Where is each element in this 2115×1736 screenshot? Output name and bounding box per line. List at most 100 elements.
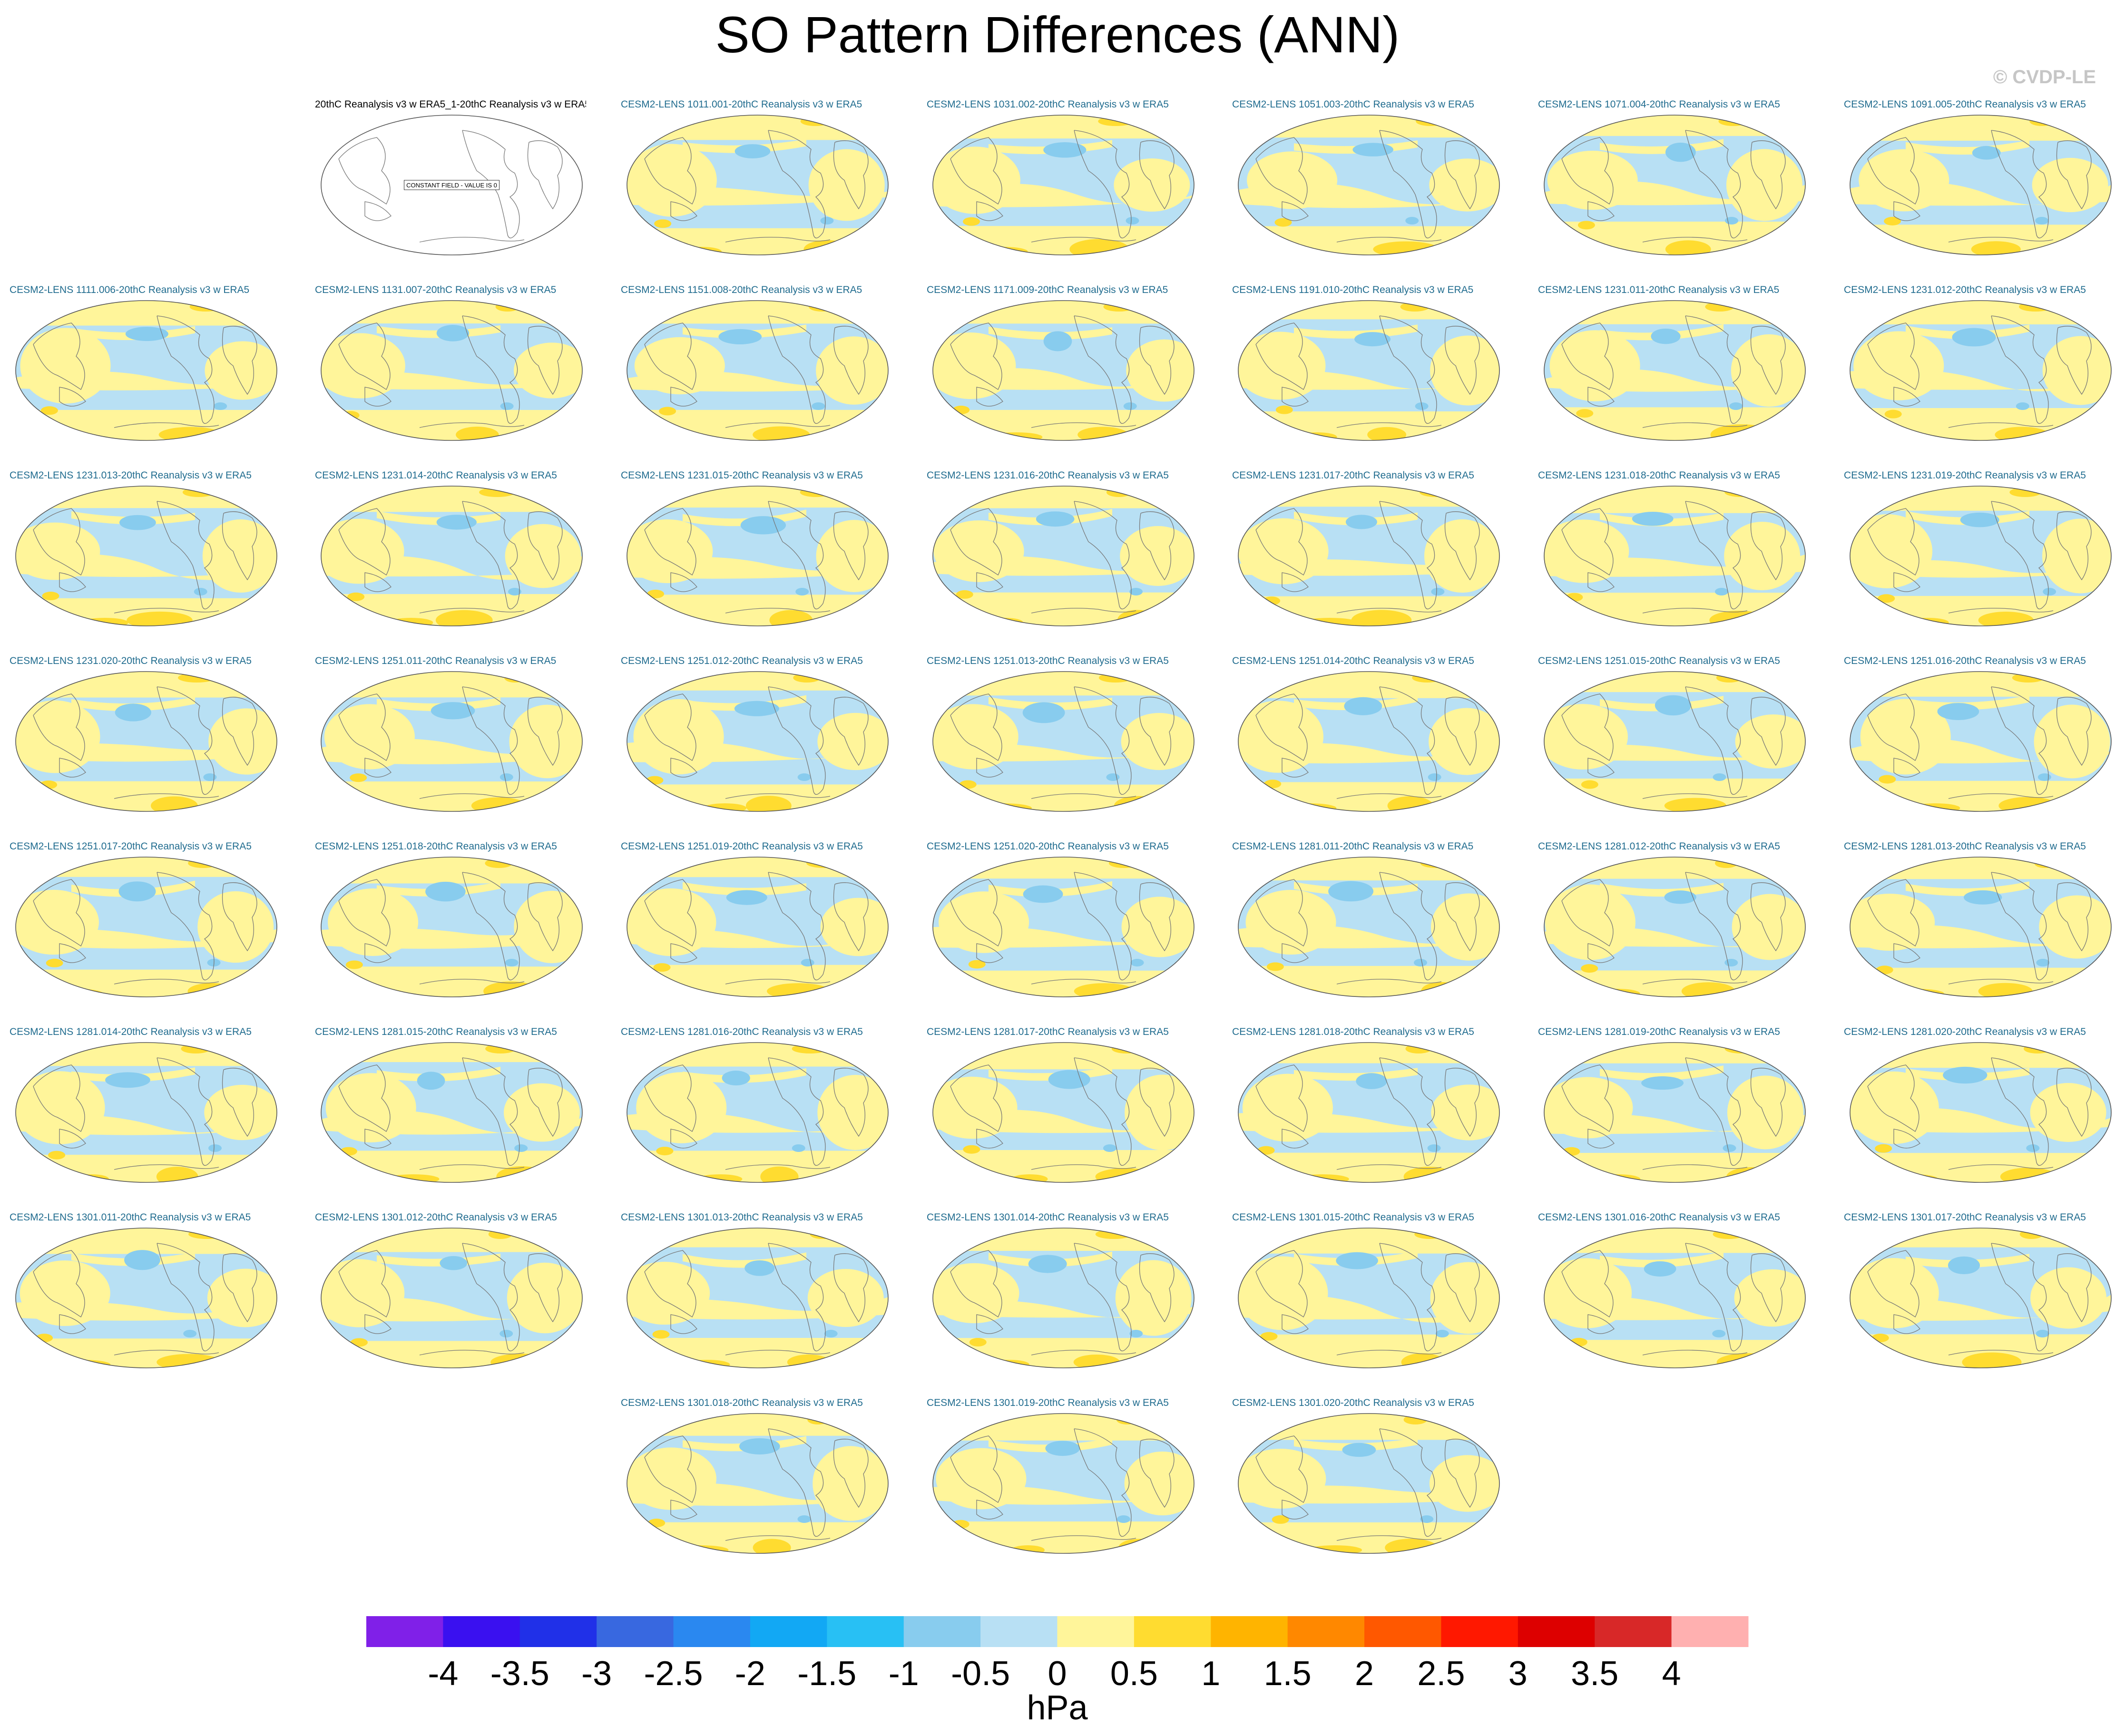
map-panel: CESM2-LENS 1231.020-20thC Reanalysis v3 … xyxy=(10,654,281,837)
colorbar-tick-label: 0 xyxy=(1048,1655,1067,1693)
map-panel: CESM2-LENS 1231.012-20thC Reanalysis v3 … xyxy=(1844,283,2115,466)
map-plot xyxy=(1850,486,2112,626)
map-plot xyxy=(627,1042,889,1183)
colorbar-tick-label: -3 xyxy=(581,1655,612,1693)
panel-title: CESM2-LENS 1301.013-20thC Reanalysis v3 … xyxy=(621,1212,863,1223)
map-plot xyxy=(1850,857,2112,997)
panel-title: CESM2-LENS 1011.001-20thC Reanalysis v3 … xyxy=(621,99,862,110)
map-plot xyxy=(1850,1228,2112,1368)
panel-title: CESM2-LENS 1281.020-20thC Reanalysis v3 … xyxy=(1844,1026,2086,1037)
map-plot xyxy=(1544,300,1806,441)
colorbar-swatch xyxy=(443,1616,520,1647)
map-panel: CESM2-LENS 1111.006-20thC Reanalysis v3 … xyxy=(10,283,281,466)
colorbar-tick-label: 3.5 xyxy=(1571,1655,1618,1693)
colorbar-swatch xyxy=(1287,1616,1365,1647)
map-plot xyxy=(1544,486,1806,626)
map-panel: CESM2-LENS 1301.018-20thC Reanalysis v3 … xyxy=(621,1396,892,1579)
map-plot xyxy=(932,486,1195,626)
map-plot xyxy=(1850,671,2112,812)
map-plot xyxy=(15,857,277,997)
panel-title: CESM2-LENS 1231.014-20thC Reanalysis v3 … xyxy=(315,470,557,481)
colorbar-tick-label: 1.5 xyxy=(1264,1655,1312,1693)
panel-title: CESM2-LENS 1231.011-20thC Reanalysis v3 … xyxy=(1538,284,1780,295)
constant-field-annotation: CONSTANT FIELD - VALUE IS 0 xyxy=(406,182,497,189)
map-panel: CESM2-LENS 1281.014-20thC Reanalysis v3 … xyxy=(10,1025,281,1208)
map-plot: CONSTANT FIELD - VALUE IS 0 xyxy=(321,115,583,255)
map-panel: CESM2-LENS 1231.018-20thC Reanalysis v3 … xyxy=(1538,468,1809,652)
colorbar-swatch xyxy=(1671,1616,1749,1647)
panel-title: CESM2-LENS 1301.019-20thC Reanalysis v3 … xyxy=(927,1397,1169,1408)
panel-title: CESM2-LENS 1251.020-20thC Reanalysis v3 … xyxy=(927,841,1169,852)
map-plot xyxy=(1238,671,1500,812)
panel-title: CESM2-LENS 1301.014-20thC Reanalysis v3 … xyxy=(927,1212,1169,1223)
map-panel: CESM2-LENS 1231.019-20thC Reanalysis v3 … xyxy=(1844,468,2115,652)
map-plot xyxy=(627,300,889,441)
map-panel: CESM2-LENS 1231.015-20thC Reanalysis v3 … xyxy=(621,468,892,652)
colorbar-tick-label: -1.5 xyxy=(797,1655,856,1693)
map-panel: CESM2-LENS 1231.011-20thC Reanalysis v3 … xyxy=(1538,283,1809,466)
colorbar-swatch xyxy=(903,1616,981,1647)
map-panel: CESM2-LENS 1051.003-20thC Reanalysis v3 … xyxy=(1232,98,1503,281)
map-plot xyxy=(627,857,889,997)
panel-title: CESM2-LENS 1301.016-20thC Reanalysis v3 … xyxy=(1538,1212,1780,1223)
reference-panel: 20thC Reanalysis v3 w ERA5_1-20thC Reana… xyxy=(315,98,586,281)
map-panel: CESM2-LENS 1251.018-20thC Reanalysis v3 … xyxy=(315,839,586,1023)
map-plot xyxy=(321,1228,583,1368)
map-panel: CESM2-LENS 1281.013-20thC Reanalysis v3 … xyxy=(1844,839,2115,1023)
panel-title: CESM2-LENS 1231.019-20thC Reanalysis v3 … xyxy=(1844,470,2086,481)
panel-title: CESM2-LENS 1301.011-20thC Reanalysis v3 … xyxy=(10,1212,251,1223)
colorbar-tick-label: -3.5 xyxy=(490,1655,549,1693)
map-panel: CESM2-LENS 1301.017-20thC Reanalysis v3 … xyxy=(1844,1210,2115,1394)
panel-title: CESM2-LENS 1031.002-20thC Reanalysis v3 … xyxy=(927,99,1169,110)
panel-title: CESM2-LENS 1231.013-20thC Reanalysis v3 … xyxy=(10,470,252,481)
map-plot xyxy=(627,486,889,626)
map-plot xyxy=(932,671,1195,812)
panel-title: CESM2-LENS 1281.016-20thC Reanalysis v3 … xyxy=(621,1026,863,1037)
map-panel: CESM2-LENS 1301.015-20thC Reanalysis v3 … xyxy=(1232,1210,1503,1394)
panel-title: CESM2-LENS 1171.009-20thC Reanalysis v3 … xyxy=(927,284,1168,295)
colorbar-swatch xyxy=(1518,1616,1595,1647)
map-plot xyxy=(321,1042,583,1183)
colorbar-swatch xyxy=(519,1616,597,1647)
panel-title: CESM2-LENS 1301.018-20thC Reanalysis v3 … xyxy=(621,1397,863,1408)
panel-title: CESM2-LENS 1231.012-20thC Reanalysis v3 … xyxy=(1844,284,2086,295)
map-panel: CESM2-LENS 1231.017-20thC Reanalysis v3 … xyxy=(1232,468,1503,652)
map-panel: CESM2-LENS 1251.013-20thC Reanalysis v3 … xyxy=(927,654,1198,837)
map-plot xyxy=(1544,1042,1806,1183)
map-plot xyxy=(932,1228,1195,1368)
map-plot xyxy=(15,486,277,626)
panel-grid: 20thC Reanalysis v3 w ERA5_1-20thC Reana… xyxy=(10,98,2115,1579)
panel-title: CESM2-LENS 1111.006-20thC Reanalysis v3 … xyxy=(10,284,250,295)
map-panel: CESM2-LENS 1301.013-20thC Reanalysis v3 … xyxy=(621,1210,892,1394)
colorbar-tick-label: -2.5 xyxy=(644,1655,703,1693)
map-panel: CESM2-LENS 1071.004-20thC Reanalysis v3 … xyxy=(1538,98,1809,281)
map-panel: CESM2-LENS 1301.011-20thC Reanalysis v3 … xyxy=(10,1210,281,1394)
panel-title: CESM2-LENS 1251.014-20thC Reanalysis v3 … xyxy=(1232,655,1474,666)
panel-title: CESM2-LENS 1251.017-20thC Reanalysis v3 … xyxy=(10,841,252,852)
map-plot xyxy=(1238,1413,1500,1554)
panel-title: CESM2-LENS 1231.015-20thC Reanalysis v3 … xyxy=(621,470,863,481)
colorbar-tick-label: -2 xyxy=(735,1655,765,1693)
map-plot xyxy=(1238,1228,1500,1368)
map-plot xyxy=(1850,1042,2112,1183)
colorbar-tick-label: 3 xyxy=(1508,1655,1528,1693)
colorbar-swatch xyxy=(366,1616,443,1647)
panel-title: CESM2-LENS 1231.018-20thC Reanalysis v3 … xyxy=(1538,470,1780,481)
map-plot xyxy=(1850,300,2112,441)
colorbar-tick-label: -0.5 xyxy=(951,1655,1010,1693)
map-plot xyxy=(1238,115,1500,255)
map-plot xyxy=(627,671,889,812)
map-panel: CESM2-LENS 1251.011-20thC Reanalysis v3 … xyxy=(315,654,586,837)
panel-title: CESM2-LENS 1301.017-20thC Reanalysis v3 … xyxy=(1844,1212,2086,1223)
map-panel: CESM2-LENS 1171.009-20thC Reanalysis v3 … xyxy=(927,283,1198,466)
map-plot xyxy=(15,1042,277,1183)
panel-title: CESM2-LENS 1231.016-20thC Reanalysis v3 … xyxy=(927,470,1169,481)
map-plot xyxy=(1850,115,2112,255)
cvdp-watermark: © CVDP-LE xyxy=(1993,67,2096,88)
map-plot xyxy=(1238,857,1500,997)
map-plot xyxy=(627,115,889,255)
colorbar-swatch xyxy=(1595,1616,1672,1647)
panel-title: CESM2-LENS 1191.010-20thC Reanalysis v3 … xyxy=(1232,284,1474,295)
panel-title: CESM2-LENS 1051.003-20thC Reanalysis v3 … xyxy=(1232,99,1474,110)
map-plot xyxy=(321,486,583,626)
